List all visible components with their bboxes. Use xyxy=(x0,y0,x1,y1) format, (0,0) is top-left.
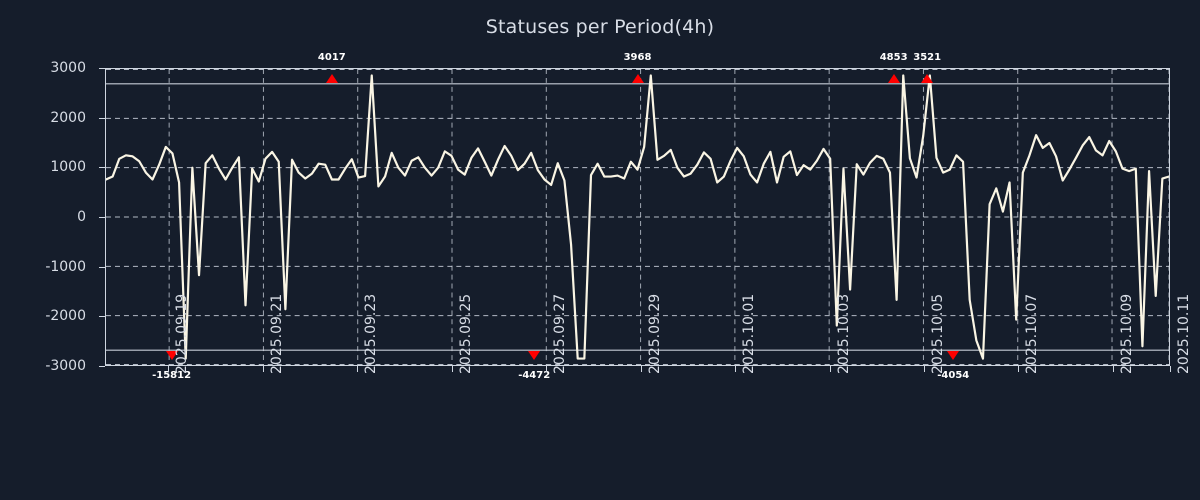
x-tick-label: 2025.10.05 xyxy=(929,293,946,374)
x-tick-mark xyxy=(923,366,925,372)
x-tick-label: 2025.10.11 xyxy=(1176,293,1192,374)
x-tick-mark xyxy=(1018,366,1020,372)
x-tick-mark xyxy=(357,366,359,372)
x-tick-label: 2025.09.21 xyxy=(268,293,285,374)
x-tick-label: 2025.09.23 xyxy=(363,293,380,374)
y-tick-mark xyxy=(99,266,105,268)
y-tick-label: -3000 xyxy=(45,358,86,374)
x-tick-label: 2025.09.25 xyxy=(457,293,474,374)
y-tick-mark xyxy=(99,117,105,119)
x-tick-mark xyxy=(735,366,737,372)
y-tick-mark xyxy=(99,217,105,218)
y-tick-label: 3000 xyxy=(50,60,86,76)
chart-title: Statuses per Period(4h) xyxy=(485,16,715,38)
x-tick-label: 2025.09.27 xyxy=(552,293,569,374)
y-tick-label: -1000 xyxy=(45,258,86,275)
x-tick-label: 2025.10.01 xyxy=(741,293,758,374)
x-tick-mark xyxy=(1112,366,1114,372)
y-tick-mark xyxy=(99,167,105,169)
y-tick-label: -2000 xyxy=(45,308,86,325)
x-tick-mark xyxy=(451,366,453,372)
x-tick-label: 2025.09.19 xyxy=(174,293,191,374)
x-tick-mark xyxy=(168,366,170,372)
y-tick-label: 2000 xyxy=(50,109,86,126)
y-tick-mark xyxy=(99,316,105,318)
x-tick-mark xyxy=(640,366,642,372)
y-tick-mark xyxy=(99,366,105,367)
x-tick-label: 2025.09.29 xyxy=(646,293,663,374)
x-tick-mark xyxy=(262,366,264,372)
plot-area xyxy=(105,68,1170,366)
y-tick-label: 0 xyxy=(77,209,86,225)
x-tick-mark xyxy=(546,366,548,372)
x-tick-label: 2025.10.07 xyxy=(1024,293,1041,374)
y-tick-mark xyxy=(99,68,105,69)
x-tick-label: 2025.10.09 xyxy=(1118,293,1135,374)
x-tick-mark xyxy=(829,366,831,372)
x-tick-mark xyxy=(1170,366,1171,372)
x-tick-label: 2025.10.03 xyxy=(835,293,852,374)
data-series-line xyxy=(106,74,1169,360)
y-tick-label: 1000 xyxy=(50,159,86,176)
y-axis-ticks: 3000 2000 1000 0 -1000 -2000 -3000 xyxy=(0,0,105,500)
